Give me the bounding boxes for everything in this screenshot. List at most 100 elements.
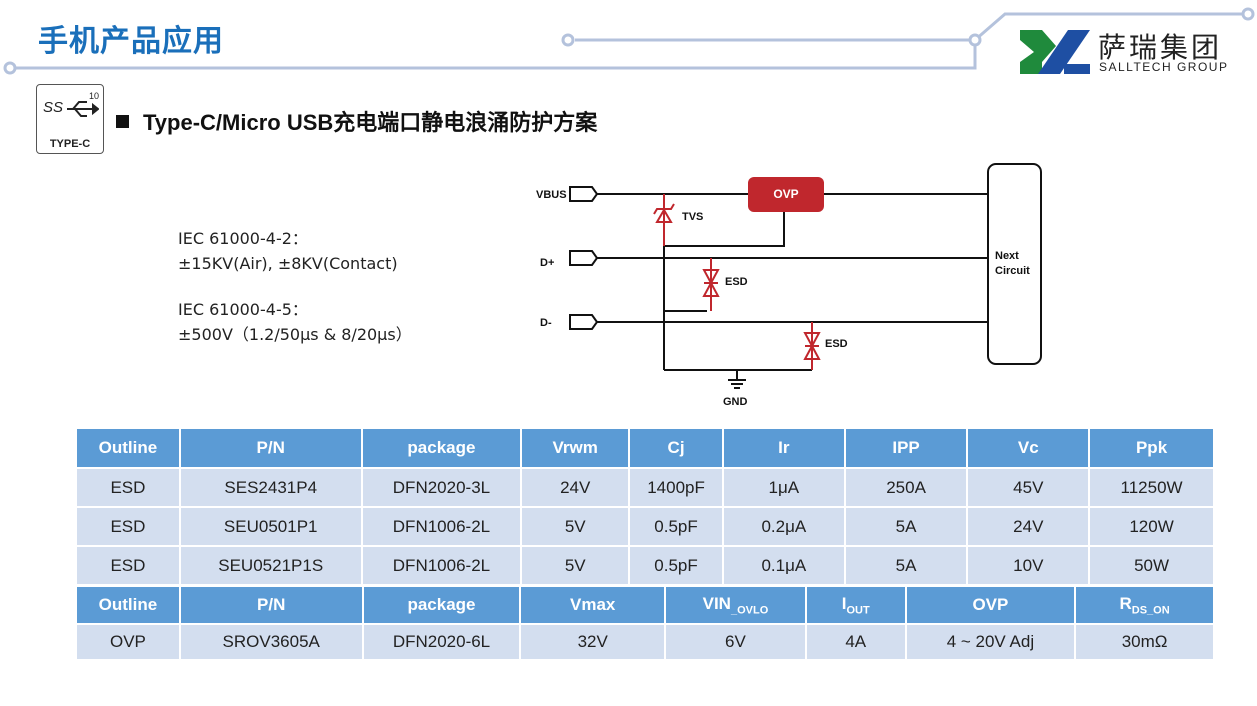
- esd-label: ESD: [725, 276, 748, 288]
- table-cell: 10V: [966, 545, 1091, 586]
- table-cell: 5V: [520, 506, 631, 547]
- table-cell: 120W: [1088, 506, 1215, 547]
- esd-label: ESD: [825, 338, 848, 350]
- table-header-cell: Ir: [721, 427, 846, 469]
- table-cell: OVP: [75, 623, 181, 661]
- table-cell: 32V: [519, 623, 667, 661]
- header-rdson: RDS_ON: [1074, 585, 1215, 625]
- table-cell: 6V: [664, 623, 807, 661]
- table-header-cell: Outline: [75, 427, 181, 469]
- ss-label: SS: [43, 99, 64, 116]
- ovp-block: [748, 177, 824, 212]
- dminus-label: D-: [540, 317, 552, 329]
- table-cell: 11250W: [1088, 467, 1215, 508]
- usb-trident-icon: [67, 101, 99, 117]
- table-row: OVP SROV3605A DFN2020-6L 32V 6V 4A 4 ~ 20V Adj…: [75, 623, 1215, 661]
- table-header-row: Outline P/N package Vmax VIN_OVLO IOUT O…: [75, 585, 1215, 625]
- table-cell: 0.5pF: [628, 506, 724, 547]
- header-decoration: [3, 7, 1255, 75]
- table-cell: ESD: [75, 467, 181, 508]
- table-header-cell: Cj: [628, 427, 724, 469]
- circuit-diagram: OVP VBUS D+ D- TVS ESD ESD Next Circuit …: [536, 163, 1042, 408]
- vbus-label: VBUS: [536, 189, 567, 201]
- ovlo-subscript: _OVLO: [730, 604, 769, 617]
- table-header-cell: Vrwm: [520, 427, 631, 469]
- table-header-cell: Vc: [966, 427, 1091, 469]
- table-header-cell: package: [360, 427, 523, 469]
- header-package: package: [361, 585, 522, 625]
- table-header-cell: Ppk: [1088, 427, 1215, 469]
- table-cell: 24V: [966, 506, 1091, 547]
- standard-name: IEC 61000-4-2：: [178, 229, 308, 248]
- table-cell: 0.1μA: [721, 545, 846, 586]
- tvs-diode-icon: [655, 208, 673, 223]
- standard-1: IEC 61000-4-2： ±15KV(Air), ±8KV(Contact): [178, 226, 398, 276]
- table-header-cell: IPP: [843, 427, 969, 469]
- i-text: I: [841, 593, 847, 613]
- table-cell: 1μA: [721, 467, 846, 508]
- table-cell: 4A: [804, 623, 907, 661]
- table-row: ESD SEU0521P1S DFN1006-2L 5V 0.5pF 0.1μA 5A 10V…: [75, 545, 1215, 586]
- table-cell: 45V: [966, 467, 1091, 508]
- table-cell: 4 ~ 20V Adj: [904, 623, 1077, 661]
- table-row: ESD SES2431P4 DFN2020-3L 24V 1400pF 1μA 250A 45…: [75, 467, 1215, 508]
- table-cell: SROV3605A: [178, 623, 364, 661]
- table-cell: DFN2020-6L: [361, 623, 522, 661]
- standard-value: ±15KV(Air), ±8KV(Contact): [178, 254, 398, 273]
- standard-2: IEC 61000-4-5： ±500V（1.2/50μs & 8/20μs）: [178, 297, 412, 347]
- header-outline: Outline: [75, 585, 181, 625]
- table-cell: 0.2μA: [721, 506, 846, 547]
- table-cell: SEU0521P1S: [178, 545, 363, 586]
- table-cell: 0.5pF: [628, 545, 724, 586]
- esd-spec-table: Outline P/N package Vrwm Cj Ir IPP Vc Ppk ESD SES…: [75, 427, 1215, 586]
- table-cell: 250A: [843, 467, 969, 508]
- ovp-spec-table: Outline P/N package Vmax VIN_OVLO IOUT O…: [75, 585, 1215, 661]
- circuit-label: Circuit: [995, 265, 1030, 277]
- dminus-connector: [569, 314, 599, 330]
- table-cell: SEU0501P1: [178, 506, 363, 547]
- table-row: ESD SEU0501P1 DFN1006-2L 5V 0.5pF 0.2μA 5A 24V 1…: [75, 506, 1215, 547]
- table-cell: SES2431P4: [178, 467, 363, 508]
- out-subscript: OUT: [846, 604, 870, 617]
- header-iout: IOUT: [804, 585, 907, 625]
- next-label: Next: [995, 250, 1019, 262]
- table-cell: ESD: [75, 545, 181, 586]
- table-header-row: Outline P/N package Vrwm Cj Ir IPP Vc Ppk: [75, 427, 1215, 469]
- table-cell: 1400pF: [628, 467, 724, 508]
- dplus-label: D+: [540, 257, 554, 269]
- section-title: Type-C/Micro USB充电端口静电浪涌防护方案: [116, 105, 597, 137]
- vin-text: VIN: [702, 593, 731, 613]
- table-cell: 50W: [1088, 545, 1215, 586]
- logo-chinese-name: 萨瑞集团: [1098, 32, 1223, 63]
- page-title: 手机产品应用: [38, 25, 224, 58]
- salltech-logo: [1020, 30, 1090, 74]
- table-cell: 30mΩ: [1074, 623, 1215, 661]
- bullet-square-icon: [116, 115, 129, 128]
- table-cell: DFN2020-3L: [360, 467, 523, 508]
- table-header-cell: P/N: [178, 427, 363, 469]
- esd-diode-icon: [803, 332, 821, 349]
- speed-label: 10: [89, 91, 100, 101]
- r-text: R: [1119, 593, 1132, 613]
- table-cell: ESD: [75, 506, 181, 547]
- tvs-label: TVS: [682, 211, 703, 223]
- header-vin-ovlo: VIN_OVLO: [664, 585, 807, 625]
- standard-name: IEC 61000-4-5：: [178, 300, 308, 319]
- ovp-label: OVP: [773, 187, 798, 201]
- type-c-label: TYPE-C: [49, 138, 91, 150]
- standard-value: ±500V（1.2/50μs & 8/20μs）: [178, 325, 412, 344]
- table-cell: 5A: [843, 506, 969, 547]
- header-vmax: Vmax: [519, 585, 667, 625]
- header-pn: P/N: [178, 585, 364, 625]
- table-cell: 5A: [843, 545, 969, 586]
- section-title-text: Type-C/Micro USB充电端口静电浪涌防护方案: [143, 110, 598, 135]
- usb-type-c-icon: SS 10 TYPE-C: [36, 84, 104, 154]
- vbus-connector: [569, 186, 599, 202]
- table-cell: DFN1006-2L: [360, 506, 523, 547]
- header-ovp: OVP: [904, 585, 1077, 625]
- table-cell: 24V: [520, 467, 631, 508]
- dson-subscript: DS_ON: [1131, 604, 1170, 617]
- gnd-label: GND: [723, 396, 748, 408]
- esd-diode-icon: [702, 269, 720, 286]
- table-cell: 5V: [520, 545, 631, 586]
